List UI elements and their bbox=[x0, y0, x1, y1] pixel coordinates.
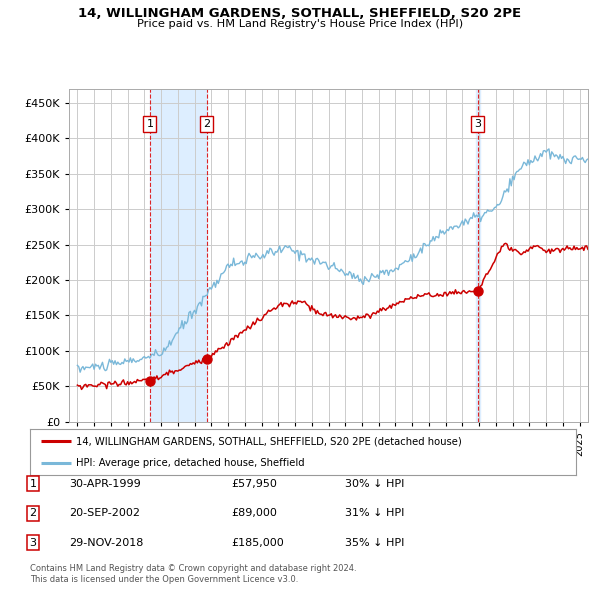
Text: 1: 1 bbox=[146, 119, 154, 129]
Text: 35% ↓ HPI: 35% ↓ HPI bbox=[345, 538, 404, 548]
Text: 30% ↓ HPI: 30% ↓ HPI bbox=[345, 479, 404, 489]
Text: HPI: Average price, detached house, Sheffield: HPI: Average price, detached house, Shef… bbox=[76, 457, 305, 467]
Text: £57,950: £57,950 bbox=[231, 479, 277, 489]
Text: £89,000: £89,000 bbox=[231, 509, 277, 518]
Text: 14, WILLINGHAM GARDENS, SOTHALL, SHEFFIELD, S20 2PE: 14, WILLINGHAM GARDENS, SOTHALL, SHEFFIE… bbox=[79, 7, 521, 20]
Text: 2: 2 bbox=[203, 119, 210, 129]
Text: 1: 1 bbox=[29, 479, 37, 489]
Text: This data is licensed under the Open Government Licence v3.0.: This data is licensed under the Open Gov… bbox=[30, 575, 298, 584]
Text: £185,000: £185,000 bbox=[231, 538, 284, 548]
Bar bbox=[150, 88, 206, 422]
Bar bbox=[476, 88, 480, 422]
Text: 31% ↓ HPI: 31% ↓ HPI bbox=[345, 509, 404, 518]
Text: 14, WILLINGHAM GARDENS, SOTHALL, SHEFFIELD, S20 2PE (detached house): 14, WILLINGHAM GARDENS, SOTHALL, SHEFFIE… bbox=[76, 437, 462, 447]
Text: 2: 2 bbox=[29, 509, 37, 518]
Text: 3: 3 bbox=[29, 538, 37, 548]
Text: Price paid vs. HM Land Registry's House Price Index (HPI): Price paid vs. HM Land Registry's House … bbox=[137, 19, 463, 29]
Text: 20-SEP-2002: 20-SEP-2002 bbox=[69, 509, 140, 518]
Text: 30-APR-1999: 30-APR-1999 bbox=[69, 479, 141, 489]
Text: 3: 3 bbox=[474, 119, 481, 129]
Text: 29-NOV-2018: 29-NOV-2018 bbox=[69, 538, 143, 548]
Text: Contains HM Land Registry data © Crown copyright and database right 2024.: Contains HM Land Registry data © Crown c… bbox=[30, 565, 356, 573]
